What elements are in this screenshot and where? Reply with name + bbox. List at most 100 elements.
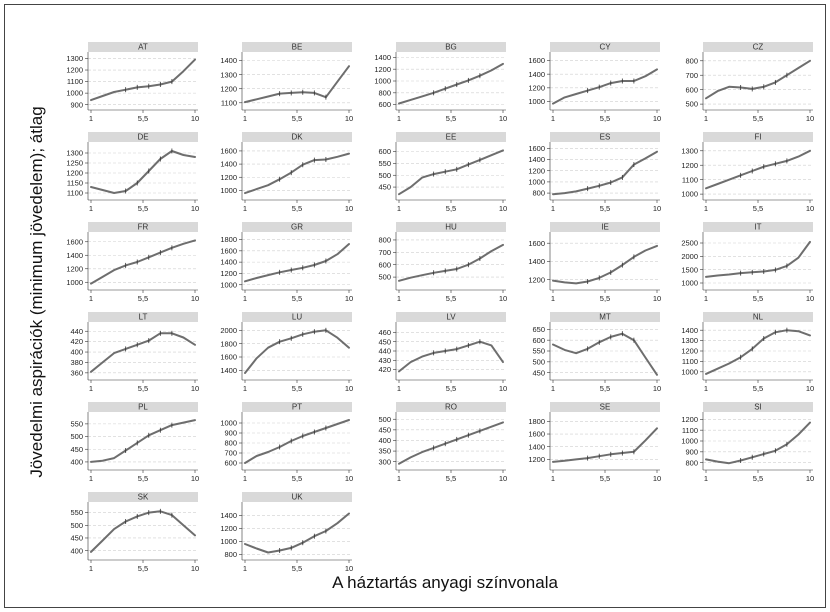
x-tick-label: 5,5 [292, 474, 302, 483]
x-tick-label: 5,5 [138, 204, 148, 213]
y-tick-label: 2500 [681, 239, 698, 248]
y-tick-label: 600 [224, 459, 237, 468]
y-tick-label: 1000 [220, 280, 237, 289]
panel-title: LV [446, 313, 456, 322]
y-tick-label: 500 [70, 521, 83, 530]
y-tick-label: 2000 [681, 252, 698, 261]
x-tick-label: 10 [499, 114, 507, 123]
x-tick-label: 10 [499, 384, 507, 393]
y-tick-label: 600 [685, 85, 698, 94]
x-tick-label: 10 [191, 564, 199, 573]
y-tick-label: 800 [532, 189, 545, 198]
x-tick-label: 10 [345, 384, 353, 393]
x-tick-label: 5,5 [138, 114, 148, 123]
y-tick-label: 1200 [66, 264, 83, 273]
y-tick-label: 1100 [682, 357, 698, 366]
panel-title: CZ [753, 43, 764, 52]
x-tick-label: 10 [806, 294, 814, 303]
y-tick-label: 700 [224, 449, 237, 458]
y-tick-label: 440 [70, 327, 83, 336]
panel-title: DE [137, 133, 148, 142]
y-tick-label: 1100 [67, 189, 83, 198]
y-tick-label: 1600 [220, 246, 237, 255]
y-tick-label: 430 [378, 356, 391, 365]
y-tick-label: 420 [378, 365, 391, 374]
y-tick-label: 550 [70, 508, 83, 517]
y-tick-label: 1100 [682, 426, 698, 435]
x-tick-label: 1 [551, 294, 555, 303]
y-tick-label: 450 [378, 425, 391, 434]
y-tick-label: 500 [378, 415, 391, 424]
y-tick-label: 1600 [528, 144, 545, 153]
x-tick-label: 5,5 [753, 474, 763, 483]
x-tick-label: 5,5 [138, 384, 148, 393]
y-tick-label: 1000 [681, 190, 698, 199]
y-tick-label: 1600 [528, 56, 545, 65]
y-tick-label: 1600 [66, 237, 83, 246]
panel-title: LU [292, 313, 302, 322]
x-tick-label: 10 [499, 204, 507, 213]
x-tick-label: 5,5 [292, 564, 302, 573]
y-tick-label: 1100 [221, 98, 237, 107]
x-tick-label: 10 [653, 384, 661, 393]
y-tick-label: 1000 [220, 537, 237, 546]
y-tick-label: 450 [70, 445, 83, 454]
y-tick-label: 400 [378, 436, 391, 445]
y-tick-label: 400 [70, 348, 83, 357]
y-tick-label: 1200 [220, 173, 237, 182]
x-tick-label: 5,5 [753, 204, 763, 213]
chart-frame [5, 5, 826, 608]
x-tick-label: 1 [243, 384, 247, 393]
y-tick-label: 1400 [528, 155, 545, 164]
x-tick-label: 10 [653, 474, 661, 483]
x-tick-label: 10 [345, 114, 353, 123]
x-tick-label: 10 [191, 294, 199, 303]
x-tick-label: 1 [704, 204, 708, 213]
x-tick-label: 5,5 [292, 114, 302, 123]
x-tick-label: 10 [806, 384, 814, 393]
y-tick-label: 800 [224, 550, 237, 559]
panel-title: UK [291, 493, 303, 502]
x-tick-label: 10 [191, 384, 199, 393]
y-tick-label: 360 [70, 368, 83, 377]
y-tick-label: 400 [70, 546, 83, 555]
y-tick-label: 1000 [66, 278, 83, 287]
x-tick-label: 1 [243, 564, 247, 573]
x-tick-label: 5,5 [446, 294, 456, 303]
x-tick-label: 1 [397, 204, 401, 213]
panel-title: BE [292, 43, 303, 52]
y-tick-label: 800 [378, 236, 391, 245]
x-tick-label: 10 [345, 204, 353, 213]
y-tick-label: 1200 [681, 347, 698, 356]
y-tick-label: 1400 [220, 160, 237, 169]
y-tick-label: 600 [378, 147, 391, 156]
x-tick-label: 10 [653, 114, 661, 123]
panel-title: HU [445, 223, 457, 232]
panel-title: ES [600, 133, 611, 142]
y-tick-label: 550 [70, 419, 83, 428]
y-tick-label: 550 [532, 347, 545, 356]
x-tick-label: 5,5 [446, 474, 456, 483]
panel-title: MT [599, 313, 611, 322]
x-tick-label: 5,5 [600, 114, 610, 123]
x-tick-label: 10 [653, 204, 661, 213]
y-tick-label: 1400 [220, 366, 237, 375]
x-tick-label: 10 [345, 474, 353, 483]
y-tick-label: 1150 [67, 179, 83, 188]
x-tick-label: 10 [499, 294, 507, 303]
x-tick-label: 10 [345, 564, 353, 573]
y-tick-label: 650 [532, 325, 545, 334]
y-tick-label: 500 [378, 171, 391, 180]
x-tick-label: 10 [191, 204, 199, 213]
x-tick-label: 5,5 [753, 294, 763, 303]
y-tick-label: 1000 [220, 419, 237, 428]
y-axis-title: Jövedelmi aspirációk (minimum jövedelem)… [27, 106, 46, 477]
y-tick-label: 1800 [220, 235, 237, 244]
panel-title: SK [138, 493, 149, 502]
x-tick-label: 1 [704, 474, 708, 483]
y-tick-label: 1400 [528, 442, 545, 451]
x-tick-label: 5,5 [600, 294, 610, 303]
y-tick-label: 1000 [681, 367, 698, 376]
y-tick-label: 1200 [220, 524, 237, 533]
